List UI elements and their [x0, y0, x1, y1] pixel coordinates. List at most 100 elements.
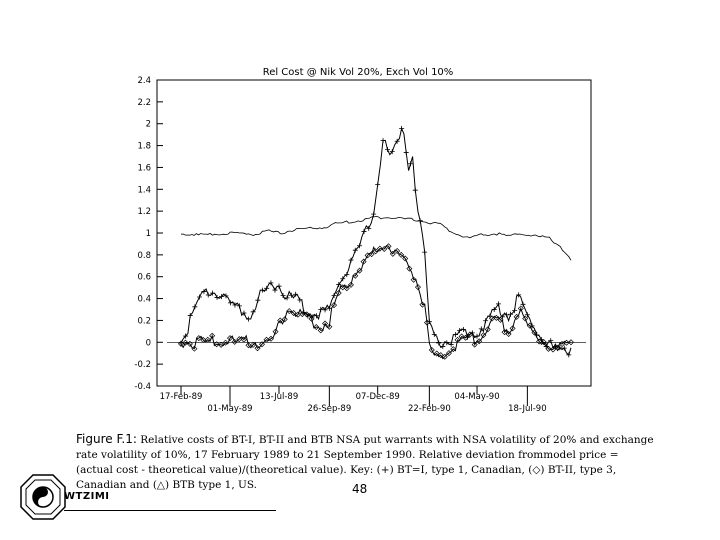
diamond-marker	[445, 350, 452, 357]
x-axis: 17-Feb-89 13-Jul-89 07-Dec-89 04-May-90 01-M…	[160, 386, 547, 414]
diamond-marker	[458, 333, 465, 340]
y-tick-label: 2.4	[137, 76, 151, 86]
diamond-marker	[410, 276, 417, 283]
diamond-marker	[317, 327, 324, 334]
diamond-marker	[231, 338, 238, 345]
diamond-marker	[236, 336, 243, 343]
diamond-marker	[419, 301, 426, 308]
plus-marker	[452, 332, 458, 338]
plus-marker	[288, 292, 294, 298]
diamond-marker	[339, 284, 346, 291]
diamond-marker	[550, 346, 557, 353]
diamond-marker	[335, 290, 342, 296]
diamond-marker	[563, 339, 570, 346]
plus-marker	[508, 311, 514, 317]
diamond-marker	[272, 328, 279, 335]
diamond-marker	[254, 345, 261, 352]
plus-marker	[313, 313, 319, 319]
plus-marker	[524, 312, 530, 318]
plus-marker	[408, 161, 414, 167]
plus-marker	[301, 310, 307, 316]
diamond-marker	[294, 311, 301, 318]
plus-marker	[331, 292, 337, 298]
diamond-marker	[437, 352, 444, 359]
plus-marker	[348, 257, 354, 263]
y-tick-label: 0.6	[137, 273, 151, 283]
plus-marker	[357, 243, 363, 249]
diamond-marker	[250, 341, 257, 348]
plus-marker	[491, 307, 497, 313]
plus-marker	[474, 333, 480, 339]
diamond-marker	[462, 334, 469, 341]
figure-caption: Figure F.1: Relative costs of BT-I, BT-I…	[76, 432, 656, 493]
plus-marker	[268, 280, 274, 286]
plus-marker	[192, 304, 198, 310]
x-tick-label: 13-Jul-89	[260, 392, 299, 402]
x-tick-label: 18-Jul-90	[508, 404, 547, 414]
diamond-marker	[281, 316, 288, 323]
plus-marker	[361, 228, 367, 234]
plus-marker	[205, 292, 211, 298]
diamond-marker	[513, 313, 520, 320]
y-tick-label: 1	[146, 229, 151, 239]
series-layer	[167, 125, 586, 360]
diamond-marker	[526, 322, 533, 329]
figure-label: Figure F.1:	[76, 432, 137, 446]
plus-marker	[250, 309, 256, 315]
diamond-marker	[394, 248, 401, 255]
plus-marker	[336, 282, 342, 288]
diamond-marker	[441, 353, 448, 360]
diamond-marker	[313, 324, 320, 331]
plus-marker	[210, 290, 216, 296]
diamond-marker	[540, 339, 547, 346]
plus-marker	[448, 341, 454, 347]
plus-marker	[259, 287, 265, 293]
plus-marker	[375, 182, 381, 188]
diamond-marker	[259, 341, 265, 348]
plus-marker	[183, 333, 189, 339]
diamond-marker	[209, 332, 216, 339]
plus-marker	[232, 302, 238, 308]
diamond-marker	[222, 339, 229, 346]
diamond-marker	[385, 243, 392, 250]
plus-marker	[412, 187, 418, 193]
diamond-marker	[303, 311, 310, 318]
diamond-marker	[480, 332, 487, 339]
diamond-marker	[424, 319, 431, 326]
plus-marker	[440, 343, 446, 349]
plus-marker	[371, 211, 377, 217]
diamond-marker	[505, 331, 512, 338]
plus-marker	[426, 319, 432, 325]
y-tick-label: 0.2	[137, 316, 151, 326]
plus-marker	[457, 328, 463, 334]
diamond-marker	[299, 311, 306, 318]
diamond-marker	[343, 285, 350, 292]
plus-marker	[255, 297, 261, 303]
diamond-marker	[531, 329, 538, 336]
diamond-marker	[484, 326, 491, 333]
plus-marker	[236, 303, 242, 309]
diamond-marker	[476, 338, 483, 345]
diamond-marker	[326, 323, 333, 330]
plus-marker	[520, 301, 526, 307]
plus-marker	[293, 291, 299, 297]
diamond-marker	[218, 341, 225, 348]
plus-marker	[276, 283, 282, 289]
plus-marker	[280, 292, 286, 298]
x-tick-label: 17-Feb-89	[160, 392, 203, 402]
series-line	[180, 215, 572, 261]
diamond-marker	[195, 335, 202, 342]
plus-marker	[322, 307, 328, 313]
diamond-marker	[471, 341, 478, 348]
diamond-marker	[286, 308, 293, 315]
plus-marker	[504, 312, 510, 318]
plus-marker	[297, 297, 303, 303]
footer-rule	[64, 510, 276, 511]
plus-marker	[318, 306, 324, 312]
diamond-marker	[414, 284, 421, 291]
y-tick-label: 0.8	[137, 251, 151, 261]
diamond-marker	[466, 331, 473, 338]
diamond-marker	[389, 250, 396, 257]
series-line	[180, 215, 572, 261]
